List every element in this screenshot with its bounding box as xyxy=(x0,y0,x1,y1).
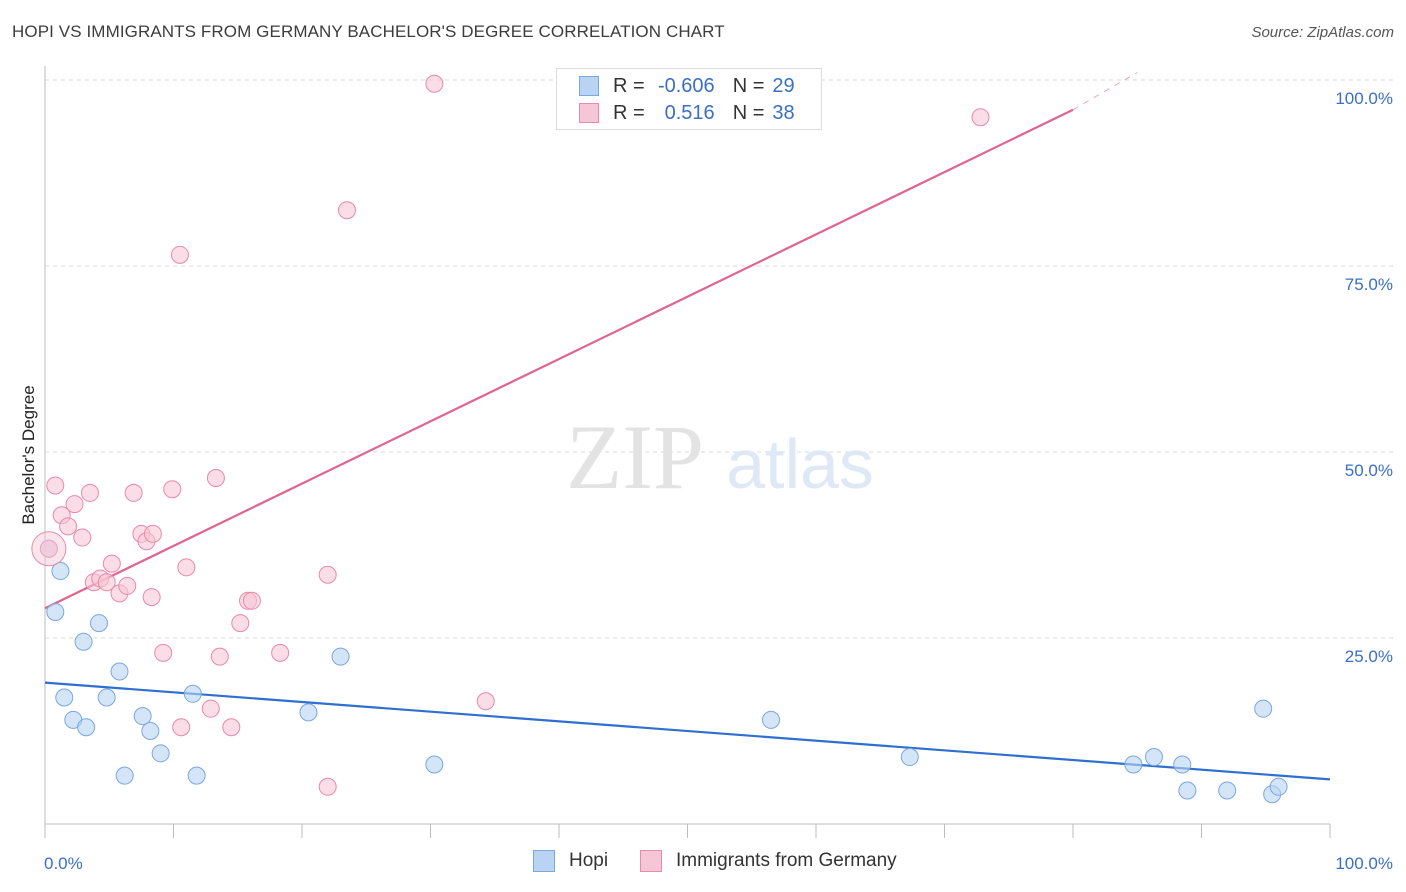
hopi-point xyxy=(1173,755,1192,774)
hopi-legend-swatch xyxy=(533,850,555,872)
germany-swatch xyxy=(579,103,599,123)
hopi-trend-line xyxy=(44,681,1331,781)
hopi-point xyxy=(900,748,919,767)
watermark: ZIP atlas xyxy=(566,406,874,508)
series-legend: Hopi Immigrants from Germany xyxy=(0,850,1406,878)
hopi-point xyxy=(46,602,65,621)
hopi-point xyxy=(74,632,93,651)
germany-point xyxy=(271,643,290,662)
y-tick-label: 75.0% xyxy=(1345,275,1393,294)
hopi-point xyxy=(1178,781,1197,800)
germany-point xyxy=(425,74,444,93)
germany-point xyxy=(172,718,191,737)
germany-point xyxy=(73,528,92,547)
hopi-point xyxy=(1218,781,1237,800)
hopi-point xyxy=(97,688,116,707)
trend-lines xyxy=(44,72,1331,781)
hopi-point xyxy=(762,710,781,729)
grid-lines xyxy=(45,79,1395,639)
germany-point xyxy=(46,476,65,495)
n-label: N = xyxy=(732,101,765,124)
x-tick-label: 100.0% xyxy=(1335,854,1393,873)
axes xyxy=(44,66,1331,838)
germany-point xyxy=(39,539,58,558)
hopi-point xyxy=(331,647,350,666)
chart-title: HOPI VS IMMIGRANTS FROM GERMANY BACHELOR… xyxy=(12,22,725,41)
hopi-point xyxy=(110,662,129,681)
germany-point-large xyxy=(31,531,67,567)
x-tick-label: 0.0% xyxy=(44,854,83,873)
germany-point xyxy=(118,576,137,595)
germany-legend-swatch xyxy=(640,850,662,872)
germany-point xyxy=(124,483,143,502)
germany-point xyxy=(143,524,162,543)
hopi-point xyxy=(89,614,108,633)
germany-point xyxy=(177,558,196,577)
germany-point xyxy=(971,108,990,127)
legend-item-germany[interactable]: Immigrants from Germany xyxy=(640,850,897,872)
legend-label-germany: Immigrants from Germany xyxy=(676,850,897,871)
germany-trend-line xyxy=(1072,72,1138,111)
hopi-point xyxy=(1124,755,1143,774)
germany-point xyxy=(59,517,78,536)
germany-point xyxy=(102,554,121,573)
watermark-zip: ZIP xyxy=(566,406,704,508)
germany-point xyxy=(163,480,182,499)
germany-point xyxy=(242,591,261,610)
germany-point xyxy=(142,588,161,607)
germany-point xyxy=(201,699,220,718)
hopi-point xyxy=(141,722,160,740)
germany-point xyxy=(210,647,229,666)
hopi-point xyxy=(1254,699,1273,718)
germany-point xyxy=(337,201,356,220)
hopi-swatch xyxy=(579,76,599,96)
y-tick-label: 50.0% xyxy=(1345,461,1393,480)
hopi-point xyxy=(1144,748,1163,767)
stats-row-germany: R = 0.516 N = 38 xyxy=(557,100,795,126)
n-value: 38 xyxy=(772,101,795,124)
germany-point xyxy=(97,573,116,592)
tick-labels: 25.0% 50.0% 75.0% 100.0% 0.0% 100.0% xyxy=(44,89,1393,873)
germany-point xyxy=(80,483,99,502)
hopi-point xyxy=(299,703,318,722)
hopi-point xyxy=(425,755,444,774)
germany-point xyxy=(318,777,337,796)
germany-point xyxy=(206,469,225,488)
n-label: N = xyxy=(732,74,765,97)
r-value: -0.606 xyxy=(657,74,715,97)
hopi-point xyxy=(55,688,74,707)
r-label: R = xyxy=(613,74,645,97)
germany-point xyxy=(170,245,189,264)
source-label: Source: ZipAtlas.com xyxy=(1251,24,1394,41)
hopi-point xyxy=(77,718,96,737)
germany-point xyxy=(476,692,495,711)
y-axis-label: Bachelor's Degree xyxy=(19,385,38,525)
hopi-point xyxy=(133,707,152,726)
stats-legend: R = -0.606 N = 29 R = 0.516 N = 38 xyxy=(556,68,822,130)
hopi-point xyxy=(183,684,202,703)
legend-item-hopi[interactable]: Hopi xyxy=(533,850,608,872)
germany-point xyxy=(65,495,84,514)
watermark-atlas: atlas xyxy=(726,425,874,503)
hopi-point xyxy=(1269,777,1288,796)
hopi-point xyxy=(51,562,70,581)
r-value: 0.516 xyxy=(664,101,715,124)
hopi-point xyxy=(115,766,134,785)
germany-point xyxy=(231,614,250,633)
germany-trend-line xyxy=(44,108,1074,610)
hopi-point xyxy=(151,744,170,763)
y-tick-label: 100.0% xyxy=(1335,89,1393,108)
legend-label-hopi: Hopi xyxy=(569,850,609,871)
germany-point xyxy=(154,643,173,662)
germany-point xyxy=(222,718,241,737)
y-tick-label: 25.0% xyxy=(1345,647,1393,666)
n-value: 29 xyxy=(772,74,795,97)
stats-row-hopi: R = -0.606 N = 29 xyxy=(557,73,795,99)
germany-point xyxy=(318,565,337,584)
r-label: R = xyxy=(613,101,645,124)
hopi-point xyxy=(187,766,206,785)
data-points xyxy=(31,74,1288,804)
